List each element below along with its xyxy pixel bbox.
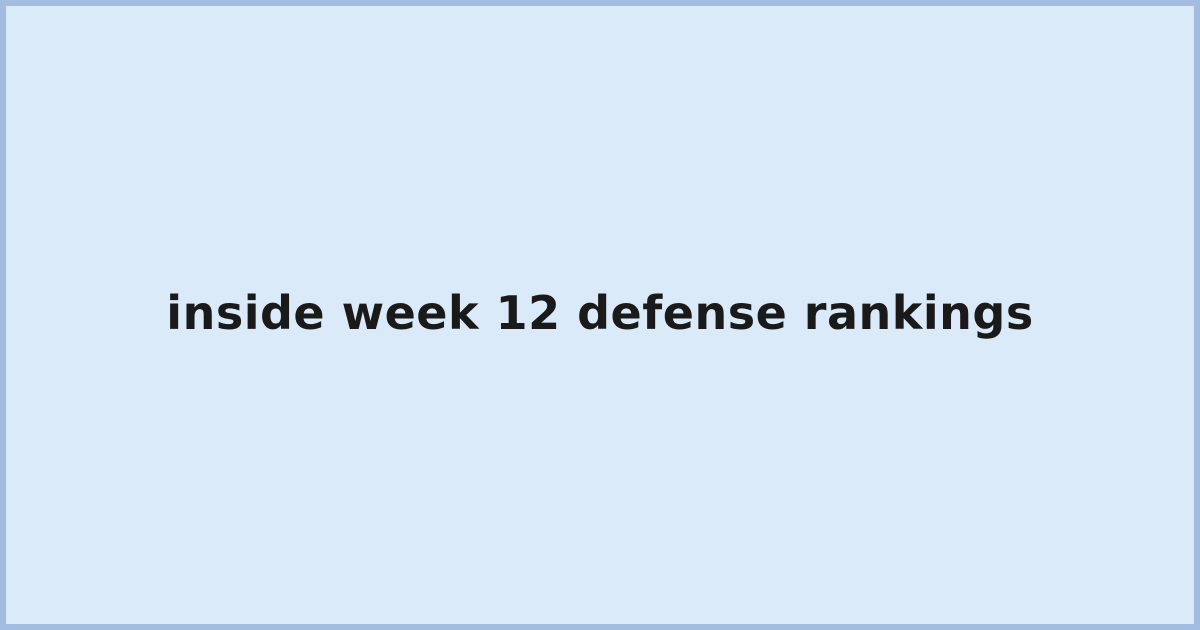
page-title: inside week 12 defense rankings [166, 286, 1034, 340]
